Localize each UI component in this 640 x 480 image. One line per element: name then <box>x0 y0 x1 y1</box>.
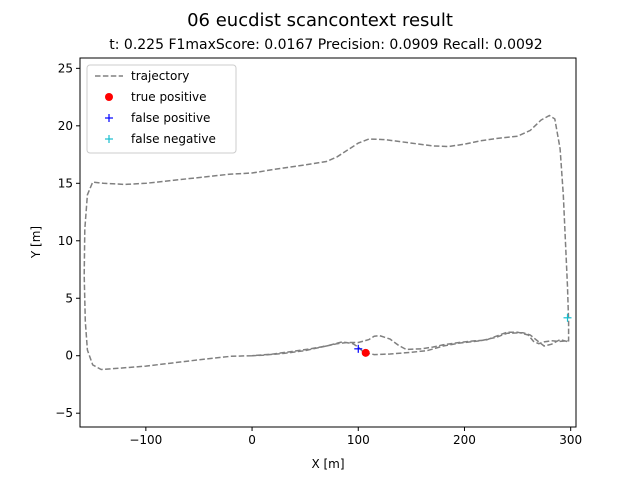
false-positive-point <box>354 344 363 353</box>
legend-box <box>86 64 237 154</box>
series-trajectory-line <box>83 114 570 371</box>
chart-title: 06 eucdist scancontext result <box>187 10 453 31</box>
axes-frame <box>79 57 577 428</box>
legend-item: true positive <box>105 90 207 104</box>
x-tick-label: 200 <box>453 433 476 447</box>
legend-item: false positive <box>105 111 210 125</box>
legend-item: false negative <box>105 132 216 146</box>
legend-plus-swatch <box>105 135 113 143</box>
y-tick-label: 15 <box>58 176 73 190</box>
legend-label: false positive <box>131 111 210 125</box>
legend-label: trajectory <box>131 69 189 83</box>
false-negative-point <box>563 313 572 322</box>
x-axis: −100 0 100 200 300 <box>129 427 582 447</box>
y-tick-label: 5 <box>65 291 73 305</box>
y-tick-label: 25 <box>58 61 73 75</box>
legend-plus-swatch <box>105 114 113 122</box>
plot-area <box>83 114 572 371</box>
y-axis-label: Y [m] <box>29 226 43 259</box>
x-tick-label: 0 <box>248 433 256 447</box>
x-tick-label: 300 <box>559 433 582 447</box>
x-tick-label: 100 <box>347 433 370 447</box>
true-positive-point <box>361 348 370 357</box>
y-tick-label: 20 <box>58 119 73 133</box>
legend-label: false negative <box>131 132 216 146</box>
legend-circle-swatch <box>105 93 113 101</box>
legend: trajectory true positive false positive fal… <box>86 64 237 154</box>
y-axis: −5 0 5 10 15 20 25 <box>55 61 80 420</box>
x-axis-label: X [m] <box>311 457 344 471</box>
y-tick-label: 0 <box>65 349 73 363</box>
legend-item: trajectory <box>95 69 189 83</box>
x-tick-label: −100 <box>129 433 162 447</box>
y-tick-label: 10 <box>58 234 73 248</box>
y-tick-label: −5 <box>55 406 73 420</box>
chart-subtitle: t: 0.225 F1maxScore: 0.0167 Precision: 0… <box>109 37 542 53</box>
legend-label: true positive <box>131 90 207 104</box>
